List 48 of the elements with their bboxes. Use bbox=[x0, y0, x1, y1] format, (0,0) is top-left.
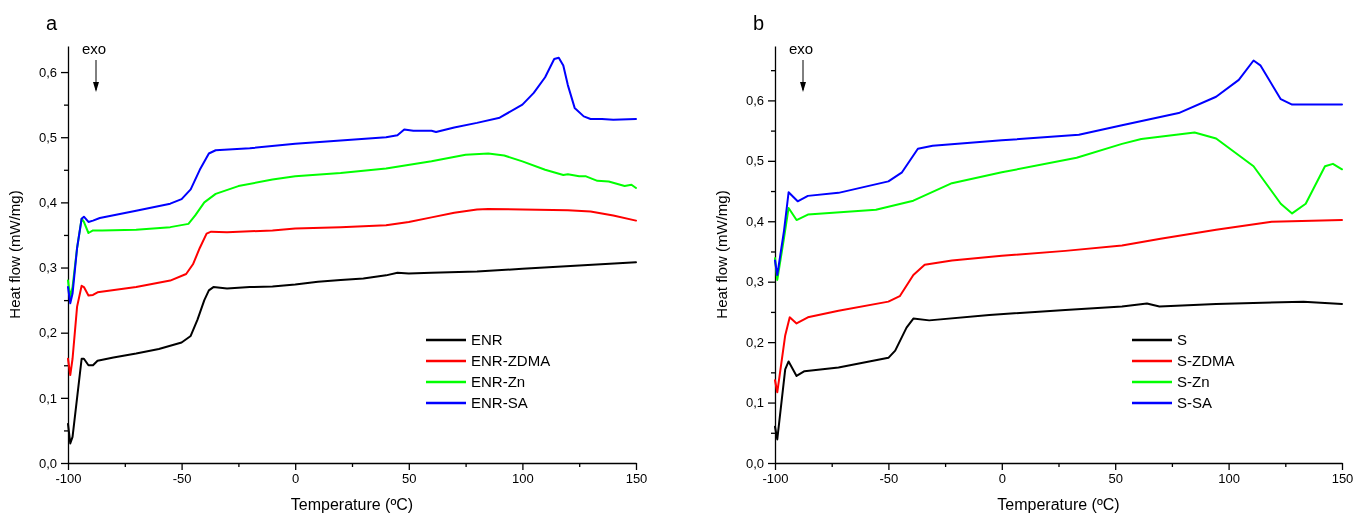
y-tick-label: 0,0 bbox=[745, 455, 764, 471]
legend-label: ENR-SA bbox=[471, 394, 528, 411]
legend-label: ENR-Zn bbox=[471, 373, 526, 390]
x-tick-label: 50 bbox=[1108, 470, 1123, 486]
x-tick-label: -50 bbox=[172, 470, 192, 486]
y-tick-label: 0,1 bbox=[38, 390, 57, 406]
x-tick-label: -50 bbox=[879, 470, 899, 486]
y-tick-label: 0,6 bbox=[745, 93, 764, 109]
y-tick-label: 0,4 bbox=[38, 195, 57, 211]
chart-title: a bbox=[46, 12, 58, 34]
y-tick-label: 0,2 bbox=[38, 325, 57, 341]
legend-label: S bbox=[1177, 331, 1188, 348]
chart-title: b bbox=[753, 12, 765, 34]
y-tick-label: 0,0 bbox=[38, 455, 57, 471]
y-axis-title: Heat flow (mW/mg) bbox=[713, 190, 730, 319]
y-tick-label: 0,3 bbox=[38, 260, 57, 276]
line-series bbox=[67, 207, 637, 377]
x-tick-label: 150 bbox=[625, 470, 648, 486]
legend-label: S-ZDMA bbox=[1177, 352, 1235, 369]
x-tick-label: 50 bbox=[402, 470, 417, 486]
annotation: exo bbox=[82, 40, 107, 57]
y-tick-label: 0,5 bbox=[38, 129, 57, 145]
x-tick-label: 100 bbox=[1218, 470, 1240, 486]
y-tick-label: 0,6 bbox=[38, 64, 57, 80]
legend-label: S-SA bbox=[1177, 394, 1213, 411]
line-series bbox=[774, 59, 1343, 277]
y-tick-label: 0,1 bbox=[745, 395, 764, 411]
x-tick-label: 0 bbox=[998, 470, 1006, 486]
line-series bbox=[67, 56, 637, 305]
x-tick-label: 0 bbox=[292, 470, 300, 486]
annotation: exo bbox=[789, 40, 814, 57]
y-tick-label: 0,3 bbox=[745, 274, 764, 290]
y-tick-label: 0,5 bbox=[745, 153, 764, 169]
x-tick-label: -100 bbox=[762, 470, 789, 486]
x-axis-title: Temperature (ºC) bbox=[997, 496, 1120, 513]
legend-label: ENR-ZDMA bbox=[471, 352, 551, 369]
x-tick-label: 150 bbox=[1331, 470, 1354, 486]
line-series bbox=[774, 219, 1343, 394]
x-tick-label: 100 bbox=[512, 470, 534, 486]
x-axis-title: Temperature (ºC) bbox=[290, 496, 414, 513]
line-series bbox=[67, 152, 637, 298]
legend-label: ENR bbox=[471, 331, 503, 348]
line-series bbox=[774, 131, 1343, 281]
y-axis-title: Heat flow (mW/mg) bbox=[6, 190, 23, 319]
legend-label: S-Zn bbox=[1177, 373, 1210, 390]
y-tick-label: 0,4 bbox=[745, 213, 764, 229]
y-tick-label: 0,2 bbox=[745, 334, 764, 350]
x-tick-label: -100 bbox=[55, 470, 82, 486]
